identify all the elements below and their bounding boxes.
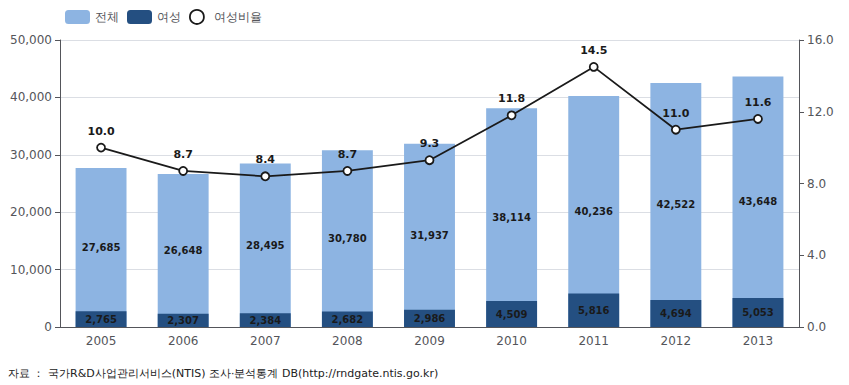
svg-text:8.0: 8.0 bbox=[807, 177, 826, 191]
svg-text:10.0: 10.0 bbox=[87, 125, 114, 138]
svg-text:2012: 2012 bbox=[661, 334, 692, 348]
svg-text:9.3: 9.3 bbox=[420, 137, 440, 150]
svg-text:5,816: 5,816 bbox=[578, 305, 610, 316]
svg-text:42,522: 42,522 bbox=[657, 199, 696, 210]
svg-text:0.0: 0.0 bbox=[807, 320, 826, 334]
svg-text:0: 0 bbox=[44, 320, 52, 334]
svg-text:2011: 2011 bbox=[578, 334, 609, 348]
svg-text:8.7: 8.7 bbox=[338, 148, 358, 161]
svg-text:전체: 전체 bbox=[95, 10, 119, 24]
svg-text:40,000: 40,000 bbox=[10, 90, 52, 104]
svg-text:11.0: 11.0 bbox=[662, 107, 689, 120]
svg-text:30,780: 30,780 bbox=[328, 233, 367, 244]
svg-text:8.7: 8.7 bbox=[173, 148, 193, 161]
svg-text:4,509: 4,509 bbox=[496, 309, 528, 320]
svg-text:14.5: 14.5 bbox=[580, 44, 607, 57]
svg-text:2013: 2013 bbox=[743, 334, 774, 348]
svg-text:2,765: 2,765 bbox=[85, 314, 117, 325]
svg-text:26,648: 26,648 bbox=[164, 245, 203, 256]
svg-text:2,986: 2,986 bbox=[414, 313, 446, 324]
svg-text:5,053: 5,053 bbox=[742, 307, 774, 318]
svg-text:38,114: 38,114 bbox=[492, 212, 531, 223]
svg-text:31,937: 31,937 bbox=[410, 230, 449, 241]
svg-text:8.4: 8.4 bbox=[256, 153, 276, 166]
svg-text:2010: 2010 bbox=[496, 334, 527, 348]
svg-text:40,236: 40,236 bbox=[574, 206, 613, 217]
svg-text:30,000: 30,000 bbox=[10, 148, 52, 162]
svg-text:27,685: 27,685 bbox=[82, 242, 121, 253]
svg-text:10,000: 10,000 bbox=[10, 263, 52, 277]
svg-text:28,495: 28,495 bbox=[246, 240, 285, 251]
svg-text:2005: 2005 bbox=[86, 334, 117, 348]
svg-text:43,648: 43,648 bbox=[739, 196, 778, 207]
svg-text:4,694: 4,694 bbox=[660, 308, 692, 319]
svg-text:2,384: 2,384 bbox=[249, 315, 281, 326]
svg-text:2008: 2008 bbox=[332, 334, 363, 348]
svg-text:12.0: 12.0 bbox=[807, 105, 834, 119]
svg-text:16.0: 16.0 bbox=[807, 33, 834, 47]
svg-text:2009: 2009 bbox=[414, 334, 445, 348]
svg-text:2007: 2007 bbox=[250, 334, 281, 348]
svg-text:4.0: 4.0 bbox=[807, 248, 826, 262]
svg-text:자료 ： 국가R&D사업관리서비스(NTIS) 조사·분석통: 자료 ： 국가R&D사업관리서비스(NTIS) 조사·분석통계 DB(http:… bbox=[8, 367, 438, 380]
svg-text:50,000: 50,000 bbox=[10, 33, 52, 47]
svg-text:2006: 2006 bbox=[168, 334, 199, 348]
svg-text:2,307: 2,307 bbox=[167, 315, 199, 326]
svg-text:11.8: 11.8 bbox=[498, 92, 525, 105]
svg-text:여성비율: 여성비율 bbox=[214, 10, 262, 24]
svg-text:11.6: 11.6 bbox=[744, 96, 771, 109]
svg-text:20,000: 20,000 bbox=[10, 205, 52, 219]
svg-text:2,682: 2,682 bbox=[332, 314, 364, 325]
svg-text:여성: 여성 bbox=[157, 10, 181, 24]
